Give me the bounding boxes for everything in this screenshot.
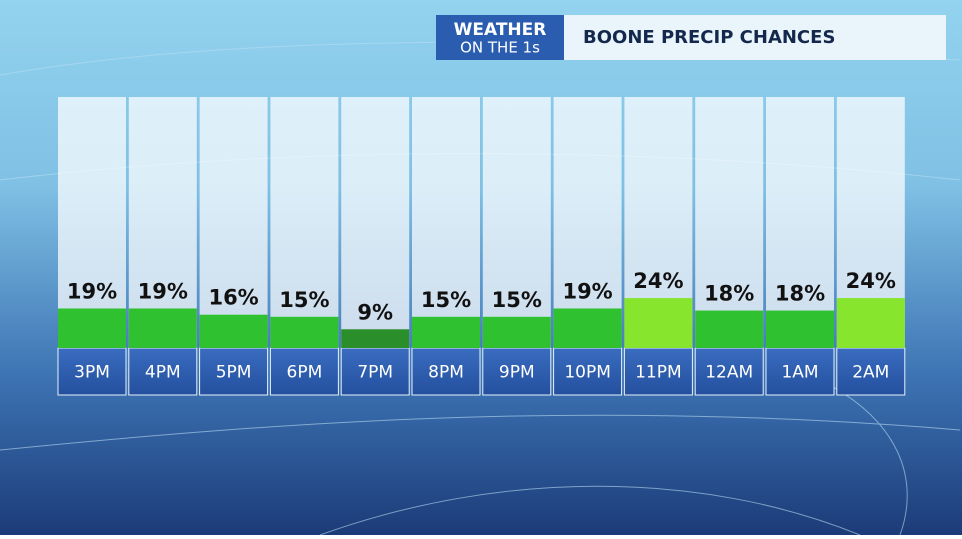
x-tick-label: 2AM — [852, 363, 889, 383]
category-band — [411, 347, 481, 396]
bar — [553, 308, 622, 348]
value-label: 18% — [775, 282, 825, 306]
bar — [624, 298, 693, 348]
column — [128, 97, 197, 348]
column — [482, 97, 551, 348]
x-tick-label: 7PM — [357, 363, 393, 383]
bar — [482, 316, 551, 348]
bar — [270, 316, 339, 348]
bar — [836, 298, 905, 348]
column — [199, 97, 268, 348]
x-tick-label: 9PM — [499, 363, 535, 383]
value-label: 19% — [67, 279, 117, 303]
column — [412, 97, 480, 348]
category-band — [623, 347, 693, 396]
category-band — [765, 347, 835, 396]
value-label: 19% — [138, 279, 188, 303]
brand-line: ON THE 1s — [460, 39, 540, 57]
category-band — [482, 347, 552, 396]
category-band — [553, 347, 623, 396]
bar — [128, 308, 197, 348]
category-band — [340, 347, 410, 396]
bar — [58, 308, 126, 348]
value-label: 24% — [633, 269, 683, 293]
bar — [341, 329, 410, 348]
x-tick-label: 12AM — [705, 363, 753, 383]
value-label: 9% — [357, 300, 393, 324]
value-label: 24% — [846, 269, 896, 293]
column — [695, 97, 764, 348]
x-tick-label: 11PM — [635, 363, 682, 383]
column — [270, 97, 339, 348]
category-band — [694, 347, 764, 396]
x-tick-label: 5PM — [216, 363, 252, 383]
value-label: 16% — [208, 286, 258, 310]
category-band — [128, 347, 198, 396]
category-band — [836, 347, 906, 396]
x-tick-label: 10PM — [564, 363, 611, 383]
value-label: 15% — [492, 288, 542, 312]
bar — [199, 314, 268, 348]
bar — [695, 310, 764, 348]
title-box — [564, 15, 946, 60]
column — [58, 97, 126, 348]
x-tick-label: 4PM — [145, 363, 181, 383]
x-tick-label: 1AM — [781, 363, 818, 383]
value-label: 15% — [421, 288, 471, 312]
bar — [766, 310, 834, 348]
column — [766, 97, 834, 348]
value-label: 18% — [704, 282, 754, 306]
brand-line: WEATHER — [454, 20, 547, 40]
x-tick-label: 6PM — [287, 363, 323, 383]
brand-box — [436, 15, 564, 60]
x-tick-label: 3PM — [74, 363, 110, 383]
x-tick-label: 8PM — [428, 363, 464, 383]
chart-title: BOONE PRECIP CHANCES — [583, 27, 835, 48]
value-label: 15% — [279, 288, 329, 312]
category-band — [199, 347, 269, 396]
bar — [412, 316, 480, 348]
column — [341, 97, 410, 348]
column — [553, 97, 622, 348]
value-label: 19% — [562, 279, 612, 303]
